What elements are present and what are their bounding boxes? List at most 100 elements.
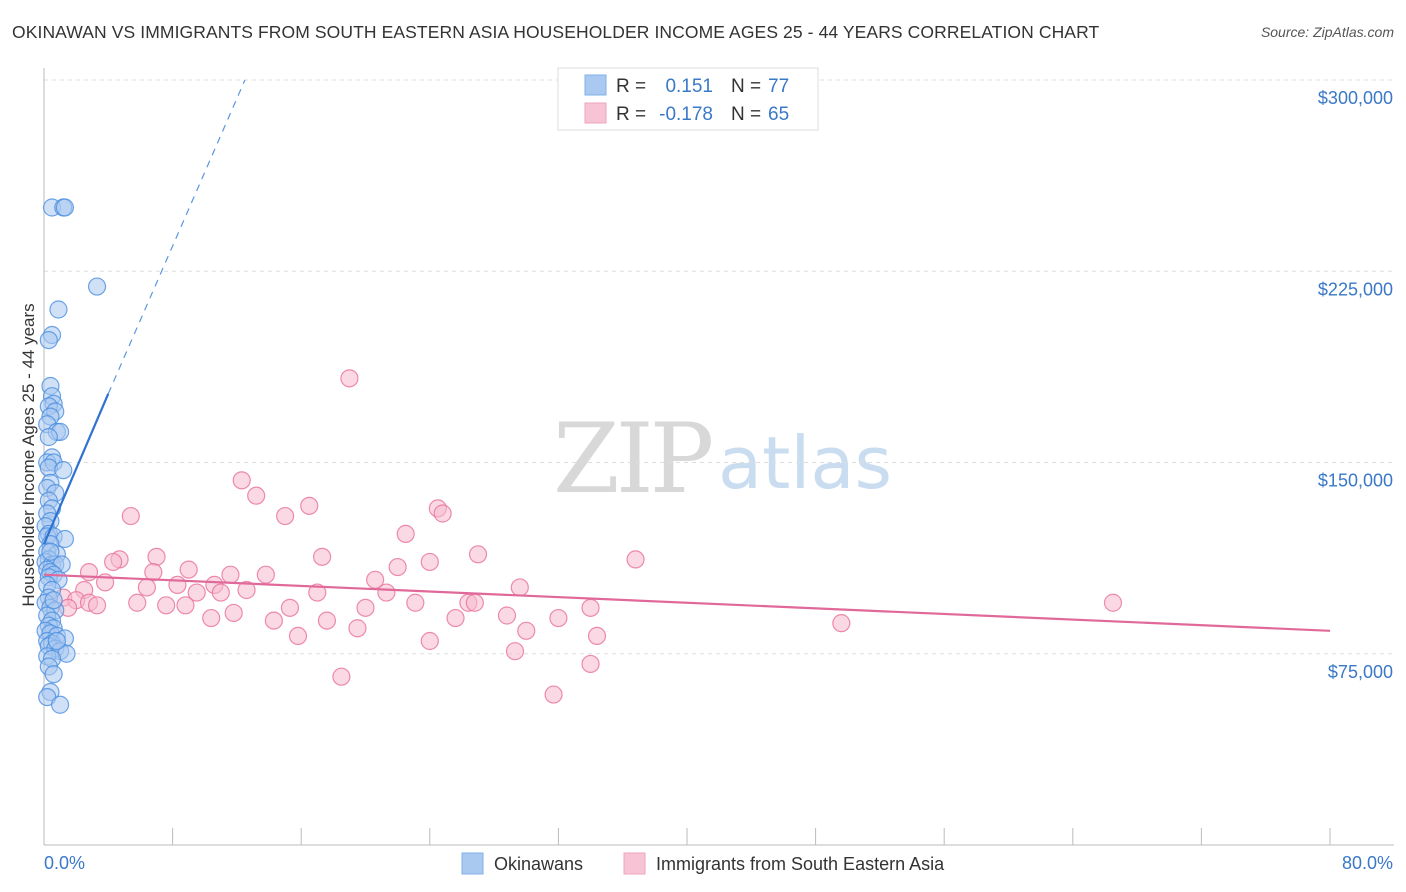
okinawans-point [44,665,63,684]
x-axis-tick-marks [43,828,1331,845]
legend-r-value-1: 0.151 [665,76,713,97]
y-tick-label: $225,000 [1318,279,1393,299]
immigrants-point [211,583,230,602]
immigrants-point [420,631,439,651]
legend-n-value-2: 65 [768,104,789,125]
immigrants-point [420,552,439,572]
immigrants-point [581,598,600,617]
immigrants-point [121,506,140,526]
okinawans-point [87,277,107,296]
immigrants-point [544,685,563,704]
immigrants-point [276,506,295,526]
immigrants-point [549,608,568,628]
immigrants-point [187,583,206,602]
immigrants-point [104,552,123,572]
legend-n-label-2: N = [731,104,761,125]
immigrants-point [312,547,332,566]
immigrants-point [308,583,327,602]
okinawans-point [44,591,63,610]
bottom-legend-swatch-okinawans [461,852,484,875]
okinawans-trend-line [42,393,110,545]
okinawans-trend-extension [107,79,246,394]
legend-r-label-1: R = [616,76,646,97]
immigrants-point [348,619,367,638]
immigrants-point [300,496,319,515]
immigrants-point [237,580,256,600]
bottom-legend-immigrants: Immigrants from South Eastern Asia [656,854,945,874]
immigrants-point [340,369,359,388]
immigrants-point [317,611,337,630]
immigrants-point [406,593,425,612]
y-gridlines [44,79,1394,655]
legend-swatch-immigrants [584,102,607,124]
immigrants-point [832,614,851,633]
immigrants-point [377,583,396,602]
immigrants-point [179,560,198,579]
trend-lines [42,79,1331,632]
okinawans-point [49,300,68,319]
chart-source: Source: ZipAtlas.com [1260,24,1394,40]
legend-swatch-okinawans [584,74,607,96]
immigrants-point [79,563,99,582]
okinawans-point [50,695,70,714]
immigrants-point [587,626,607,646]
y-axis-label: Householder Income Ages 25 - 44 years [19,303,38,606]
immigrants-point [505,642,525,661]
immigrants-point [128,593,147,612]
immigrants-point [517,621,536,640]
legend-n-label-1: N = [731,76,761,97]
series-legend: Okinawans Immigrants from South Eastern … [461,852,945,875]
immigrants-point [446,608,465,628]
immigrants-point [1103,593,1123,612]
okinawans-point [55,198,74,217]
immigrants-point [465,593,484,612]
immigrants-point [224,603,243,623]
bottom-legend-swatch-immigrants [623,852,646,875]
immigrants-point [626,550,645,569]
bottom-legend-okinawans: Okinawans [494,854,583,874]
y-tick-label: $150,000 [1318,471,1393,491]
immigrants-point [256,565,275,584]
correlation-legend: R = 0.151 N = 77 R = -0.178 N = 65 [557,67,819,131]
immigrants-point [356,598,375,617]
chart-title: OKINAWAN VS IMMIGRANTS FROM SOUTH EASTER… [12,22,1100,42]
okinawans-point [54,461,73,480]
okinawans-point [39,331,58,350]
immigrants-point [396,524,415,544]
immigrants-point [147,547,166,566]
legend-r-value-2: -0.178 [659,104,713,125]
series-okinawans-points [36,198,107,714]
watermark-zip: ZIP [553,403,712,515]
immigrants-point [388,557,407,577]
okinawans-point [47,631,66,651]
watermark: ZIP atlas [553,403,892,515]
immigrants-point [137,578,156,597]
immigrants-point [264,611,283,630]
y-tick-label: $300,000 [1318,88,1393,108]
y-tick-label: $75,000 [1328,662,1393,682]
immigrants-trend-line [43,573,1331,632]
immigrants-point [168,575,187,595]
immigrants-point [332,667,351,686]
immigrants-point [202,608,221,628]
immigrants-point [221,565,240,584]
x-tick-label-min: 0.0% [44,853,85,873]
immigrants-point [87,596,107,615]
immigrants-point [288,626,308,646]
legend-r-label-2: R = [616,104,646,125]
series-immigrants-points [54,369,1123,704]
y-axis-ticks: $75,000 $150,000 $225,000 $300,000 [1318,88,1393,682]
okinawans-point [41,542,60,561]
immigrants-point [468,545,488,564]
immigrants-point [497,606,517,625]
immigrants-point [581,654,600,674]
okinawans-point [39,427,58,447]
x-tick-label-max: 80.0% [1342,853,1393,873]
immigrants-point [232,471,251,490]
legend-n-value-1: 77 [768,76,789,97]
immigrants-point [247,486,266,505]
immigrants-point [510,578,529,597]
immigrants-point [157,596,176,615]
immigrants-point [280,598,300,617]
